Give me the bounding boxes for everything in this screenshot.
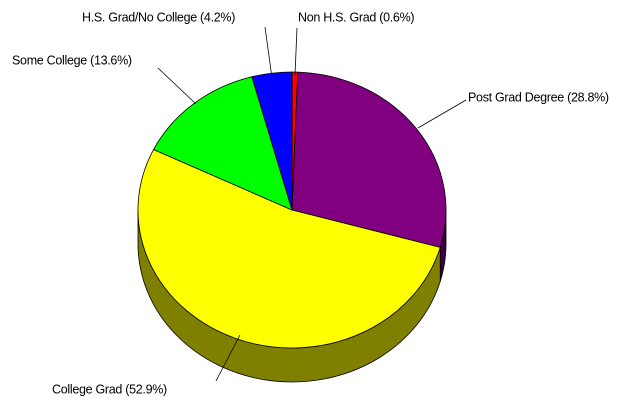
leader-line <box>294 27 298 76</box>
slice-label: Non H.S. Grad (0.6%) <box>298 10 414 24</box>
slice-label: College Grad (52.9%) <box>52 382 167 396</box>
leader-line <box>417 99 467 129</box>
slice <box>291 71 447 248</box>
slice <box>251 71 293 211</box>
leader-line <box>157 67 197 105</box>
slice <box>153 76 293 211</box>
slice-label: Post Grad Degree (28.8%) <box>468 90 609 104</box>
leader-line <box>215 334 241 382</box>
slice-label: H.S. Grad/No College (4.2%) <box>82 10 235 24</box>
slice <box>137 149 441 349</box>
slice-label: Some College (13.6%) <box>12 53 132 67</box>
leader-line <box>264 26 273 79</box>
